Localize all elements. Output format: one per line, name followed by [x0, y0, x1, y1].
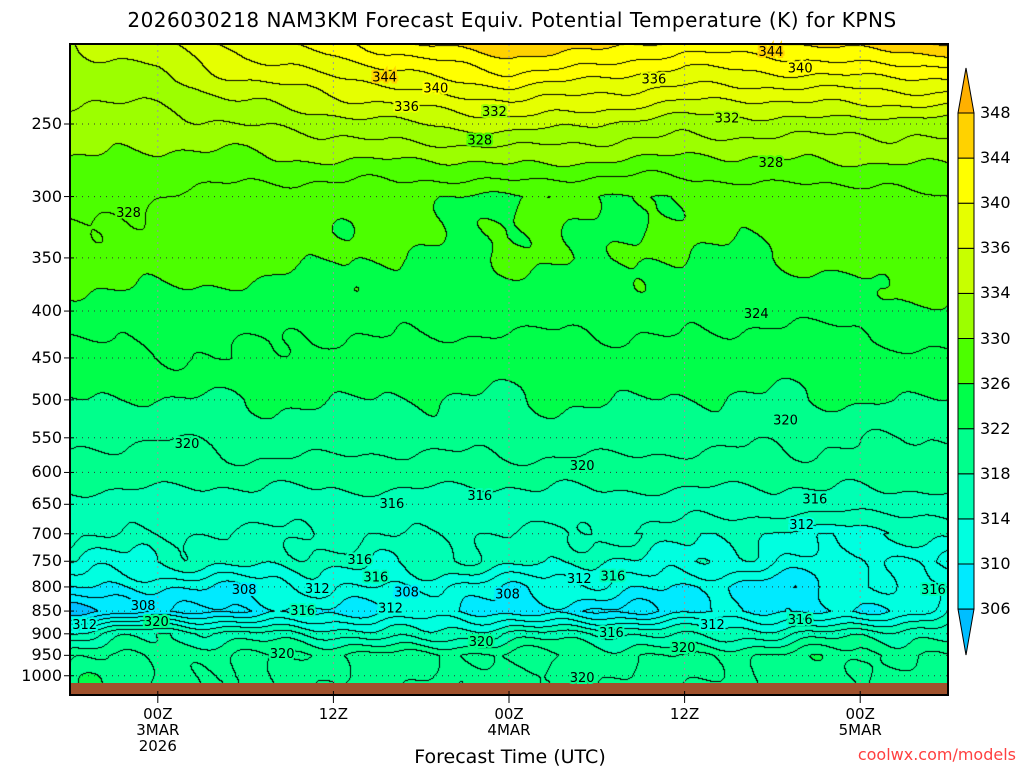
contour-label: 320 [469, 635, 494, 650]
colorbar-label: 326 [980, 373, 1011, 393]
x-tick-label: 5MAR [838, 721, 882, 739]
contour-label: 332 [482, 105, 507, 120]
colorbar-arrow-top [957, 67, 975, 114]
y-tick-label: 750 [31, 551, 62, 571]
contour-label: 316 [363, 570, 388, 585]
y-tick-label: 350 [31, 247, 62, 267]
colorbar-cell [957, 428, 975, 475]
y-tick-label: 500 [31, 389, 62, 409]
colorbar-cell [957, 563, 975, 610]
contour-label: 332 [715, 112, 740, 127]
contour-label: 308 [232, 583, 257, 598]
x-tick-label: 3MAR [136, 721, 180, 739]
contour-label: 320 [773, 413, 798, 428]
y-tick-label: 650 [31, 494, 62, 514]
contour-label: 344 [372, 71, 397, 86]
contour-label: 312 [567, 572, 592, 587]
colorbar-cell [957, 292, 975, 339]
contour-label: 316 [599, 626, 624, 641]
contour-label: 316 [921, 583, 946, 598]
x-tick-label: 12Z [669, 705, 700, 723]
contour-label: 312 [378, 601, 403, 616]
contour-label: 328 [116, 206, 141, 221]
contour-label: 316 [802, 493, 827, 508]
contour-label: 312 [700, 618, 725, 633]
contour-label: 320 [570, 459, 595, 474]
y-tick-label: 950 [31, 645, 62, 665]
x-tick-label: 12Z [318, 705, 349, 723]
watermark: coolwx.com/models [857, 745, 1016, 764]
y-tick-label: 300 [31, 186, 62, 206]
contour-label: 336 [394, 100, 419, 115]
contour-label: 336 [641, 73, 666, 88]
colorbar-cell [957, 247, 975, 294]
colorbar-label: 336 [980, 238, 1011, 258]
colorbar-cell [957, 338, 975, 385]
contour-label: 316 [347, 553, 372, 568]
x-tick-label: 00Z [494, 705, 524, 723]
y-tick-label: 600 [31, 462, 62, 482]
contour-label: 308 [495, 587, 520, 602]
colorbar-label: 334 [980, 283, 1011, 303]
x-tick-label: 4MAR [487, 721, 531, 739]
colorbar-arrow-bottom [957, 608, 975, 656]
y-tick-label: 800 [31, 576, 62, 596]
contour-label: 328 [759, 156, 784, 171]
contour-label: 316 [788, 613, 813, 628]
contour-label: 328 [467, 134, 492, 149]
contour-label: 324 [744, 307, 769, 322]
contour-label: 316 [380, 497, 405, 512]
y-tick-label: 450 [31, 347, 62, 367]
plot-frame [69, 43, 949, 696]
y-tick-label: 700 [31, 523, 62, 543]
colorbar-cell [957, 518, 975, 565]
contour-label: 308 [131, 599, 156, 614]
y-tick-label: 400 [31, 301, 62, 321]
contour-label: 312 [305, 582, 330, 597]
contour-label: 316 [600, 569, 625, 584]
colorbar-label: 322 [980, 418, 1011, 438]
colorbar-label: 318 [980, 463, 1011, 483]
contour-label: 312 [789, 518, 814, 533]
x-tick-label: 00Z [143, 705, 173, 723]
contour-label: 340 [423, 81, 448, 96]
colorbar-cell [957, 112, 975, 159]
ground-band [70, 683, 948, 695]
contour-label: 320 [671, 641, 696, 656]
contour-label: 320 [144, 615, 169, 630]
colorbar-cell [957, 473, 975, 520]
colorbar-cell [957, 202, 975, 249]
contour-label: 344 [759, 45, 784, 60]
contour-label: 320 [270, 647, 295, 662]
colorbar-label: 306 [980, 599, 1011, 619]
y-tick-label: 850 [31, 601, 62, 621]
contour-label: 340 [788, 62, 813, 77]
y-tick-label: 900 [31, 623, 62, 643]
contour-label: 316 [467, 489, 492, 504]
contour-label: 308 [394, 585, 419, 600]
colorbar-label: 344 [980, 148, 1011, 168]
colorbar-cell [957, 383, 975, 430]
y-tick-label: 250 [31, 114, 62, 133]
colorbar-label: 348 [980, 103, 1011, 122]
y-tick-label: 550 [31, 427, 62, 447]
contour-label: 320 [570, 671, 595, 686]
chart-title: 2026030218 NAM3KM Forecast Equiv. Potent… [127, 8, 897, 32]
colorbar-cell [957, 157, 975, 204]
colorbar-label: 330 [980, 328, 1011, 348]
contour-label: 312 [72, 618, 97, 633]
colorbar-label: 340 [980, 193, 1011, 213]
x-axis-title: Forecast Time (UTC) [414, 746, 606, 768]
x-tick-label: 2026 [138, 737, 177, 755]
y-tick-label: 1000 [21, 665, 62, 685]
colorbar-label: 314 [980, 508, 1011, 528]
contour-label: 316 [290, 604, 315, 619]
x-tick-label: 00Z [845, 705, 875, 723]
contour-label: 320 [175, 437, 200, 452]
colorbar-label: 310 [980, 554, 1011, 573]
